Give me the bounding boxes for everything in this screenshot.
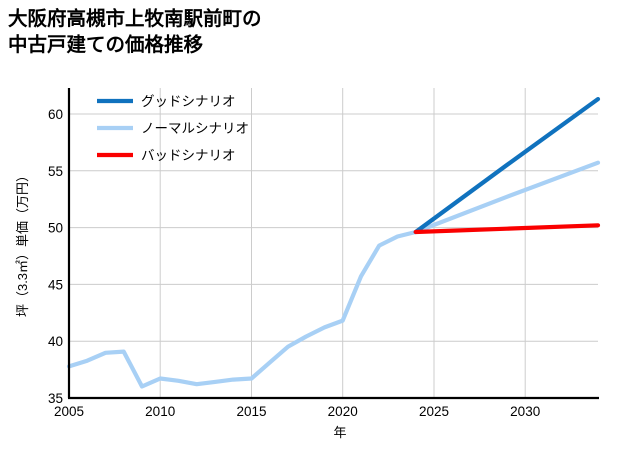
x-tick-labels: 2005 2010 2015 2020 2025 2030 bbox=[54, 404, 540, 419]
vertical-gridlines bbox=[68, 88, 526, 398]
x-tick-label: 2005 bbox=[54, 404, 84, 419]
chart-title: 大阪府高槻市上牧南駅前町の 中古戸建ての価格推移 bbox=[8, 8, 262, 56]
y-axis-title: 坪（3.3㎡）単価（万円） bbox=[15, 169, 30, 317]
legend-label-bad: バッドシナリオ bbox=[141, 148, 236, 163]
y-tick-label: 60 bbox=[48, 107, 63, 122]
series-line-normal bbox=[66, 160, 601, 389]
x-tick-label: 2030 bbox=[510, 404, 540, 419]
y-tick-label: 45 bbox=[48, 277, 63, 292]
x-tick-label: 2020 bbox=[328, 404, 358, 419]
y-tick-label: 50 bbox=[48, 221, 63, 236]
x-tick-label: 2015 bbox=[236, 404, 266, 419]
x-tick-label: 2010 bbox=[145, 404, 175, 419]
y-tick-label: 55 bbox=[48, 164, 63, 179]
chart-legend: グッドシナリオ ノーマルシナリオ バッドシナリオ bbox=[97, 94, 249, 163]
y-tick-label: 35 bbox=[48, 391, 63, 406]
x-axis-title: 年 bbox=[333, 425, 346, 440]
legend-label-normal: ノーマルシナリオ bbox=[141, 121, 249, 136]
series-line-good bbox=[413, 96, 601, 235]
series-line-bad bbox=[413, 223, 601, 235]
y-tick-labels: 60 55 50 45 40 35 bbox=[48, 107, 63, 406]
x-tick-label: 2025 bbox=[419, 404, 449, 419]
y-tick-label: 40 bbox=[48, 334, 63, 349]
legend-label-good: グッドシナリオ bbox=[141, 94, 236, 109]
